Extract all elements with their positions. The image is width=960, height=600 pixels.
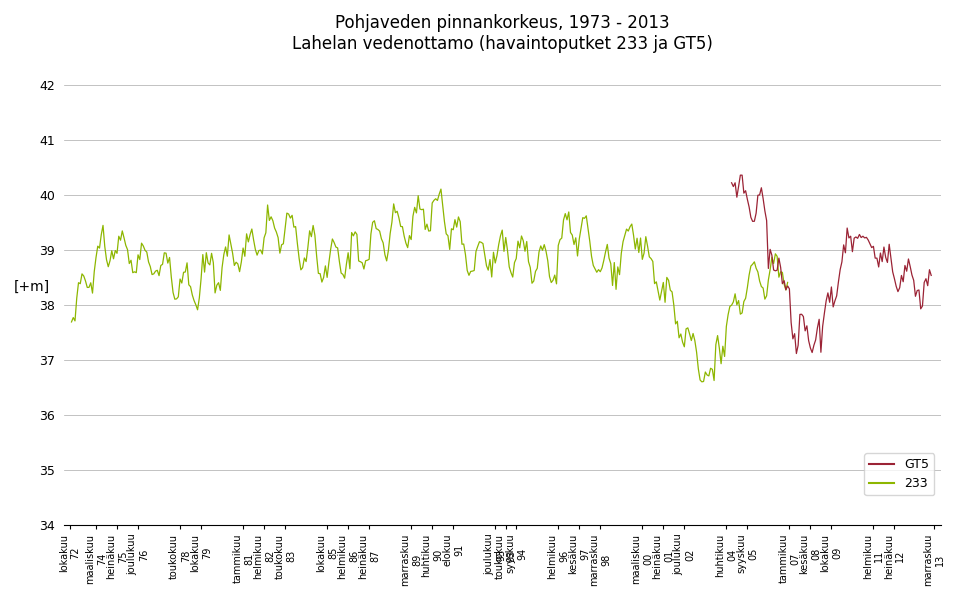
- Y-axis label: [+m]: [+m]: [13, 280, 50, 293]
- Legend: GT5, 233: GT5, 233: [864, 453, 934, 496]
- Title: Pohjaveden pinnankorkeus, 1973 - 2013
Lahelan vedenottamo (havaintoputket 233 ja: Pohjaveden pinnankorkeus, 1973 - 2013 La…: [292, 14, 713, 53]
